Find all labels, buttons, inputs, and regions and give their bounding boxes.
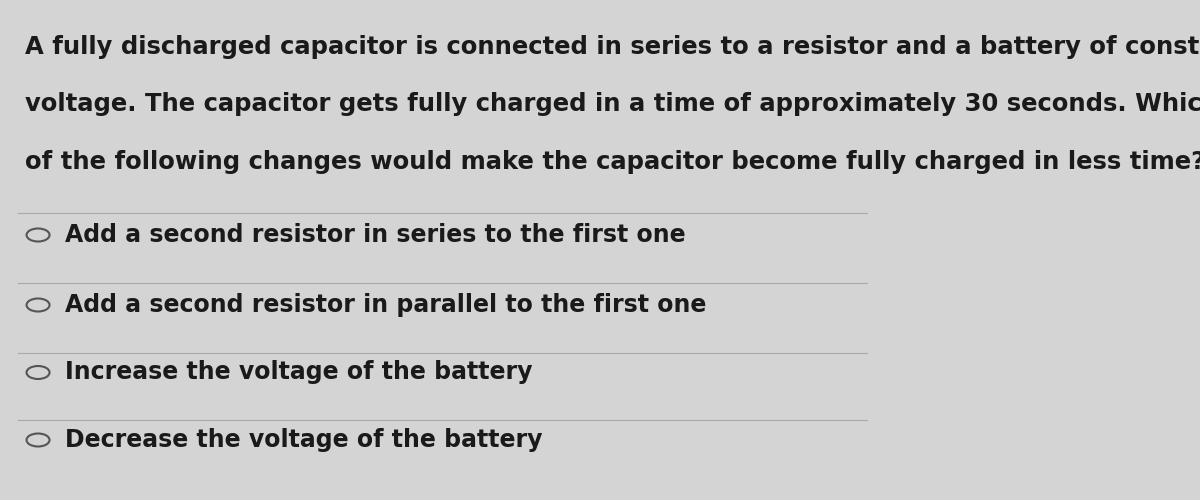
Text: of the following changes would make the capacitor become fully charged in less t: of the following changes would make the …	[25, 150, 1200, 174]
Text: Decrease the voltage of the battery: Decrease the voltage of the battery	[65, 428, 542, 452]
Text: Add a second resistor in parallel to the first one: Add a second resistor in parallel to the…	[65, 293, 706, 317]
Text: Add a second resistor in series to the first one: Add a second resistor in series to the f…	[65, 223, 685, 247]
Text: A fully discharged capacitor is connected in series to a resistor and a battery : A fully discharged capacitor is connecte…	[25, 35, 1200, 59]
Text: Increase the voltage of the battery: Increase the voltage of the battery	[65, 360, 532, 384]
Text: voltage. The capacitor gets fully charged in a time of approximately 30 seconds.: voltage. The capacitor gets fully charge…	[25, 92, 1200, 116]
